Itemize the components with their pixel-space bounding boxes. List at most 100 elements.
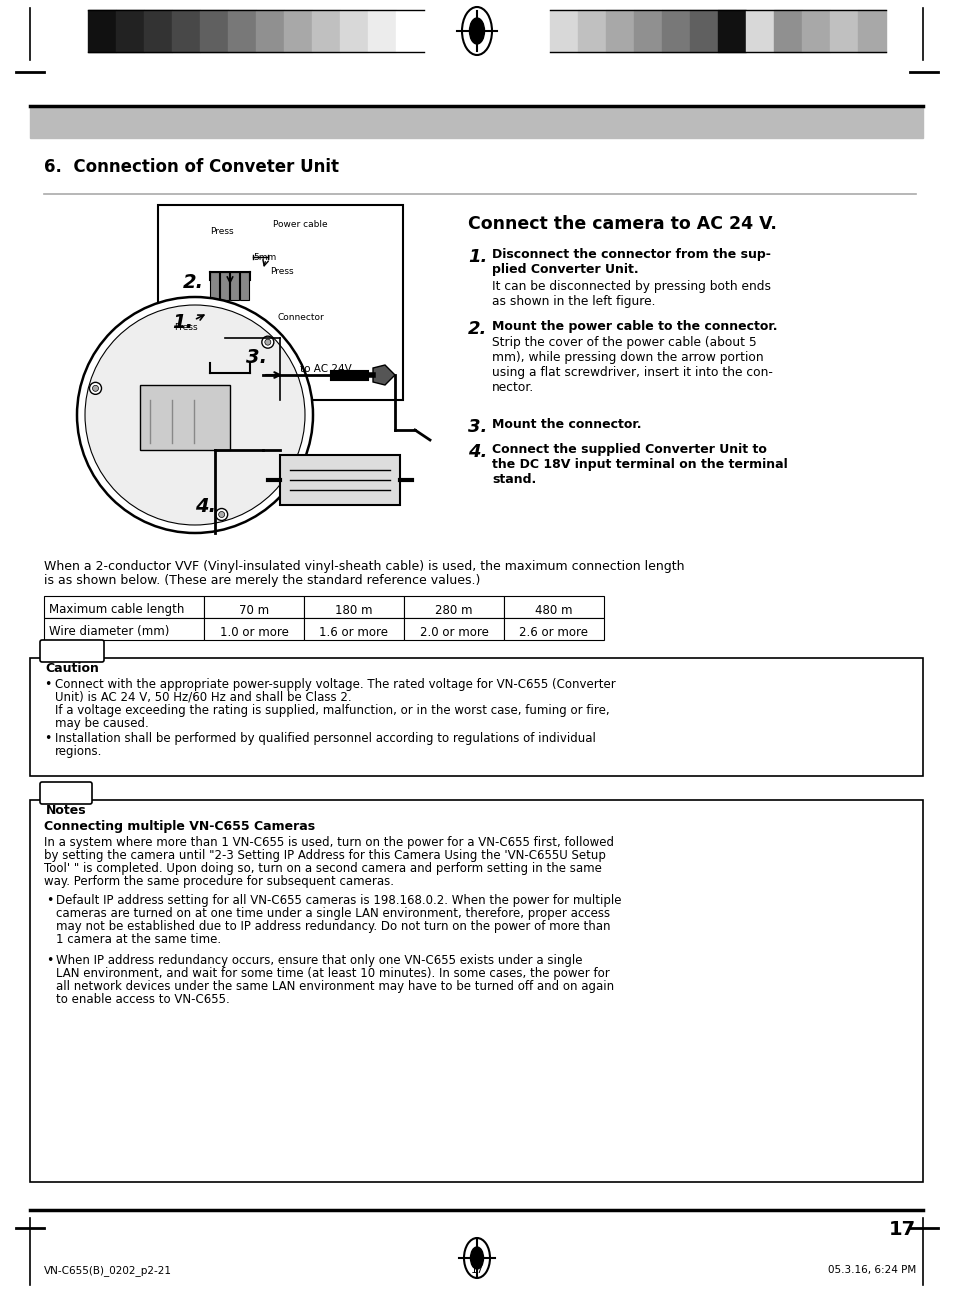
Text: all network devices under the same LAN environment may have to be turned off and: all network devices under the same LAN e… bbox=[56, 980, 614, 993]
Bar bbox=[403, 618, 503, 640]
Bar bbox=[210, 272, 219, 300]
Text: Mount the power cable to the connector.: Mount the power cable to the connector. bbox=[492, 320, 777, 333]
Bar bbox=[220, 272, 229, 300]
Text: 280 m: 280 m bbox=[435, 603, 473, 616]
Text: LAN environment, and wait for some time (at least 10 minutes). In some cases, th: LAN environment, and wait for some time … bbox=[56, 967, 609, 980]
Ellipse shape bbox=[470, 1247, 483, 1269]
Bar bbox=[200, 10, 228, 52]
Text: It can be disconnected by pressing both ends
as shown in the left figure.: It can be disconnected by pressing both … bbox=[492, 280, 770, 308]
Bar bbox=[158, 205, 402, 400]
Bar bbox=[503, 618, 603, 640]
Text: way. Perform the same procedure for subsequent cameras.: way. Perform the same procedure for subs… bbox=[44, 875, 394, 888]
Text: Tool' " is completed. Upon doing so, turn on a second camera and perform setting: Tool' " is completed. Upon doing so, tur… bbox=[44, 862, 601, 875]
Bar bbox=[230, 272, 239, 300]
Text: Connect the camera to AC 24 V.: Connect the camera to AC 24 V. bbox=[468, 215, 776, 233]
Text: 17: 17 bbox=[888, 1220, 915, 1239]
Text: In a system where more than 1 VN-C655 is used, turn on the power for a VN-C655 f: In a system where more than 1 VN-C655 is… bbox=[44, 837, 614, 850]
Bar bbox=[857, 10, 885, 52]
Text: •: • bbox=[46, 894, 53, 906]
Text: Press: Press bbox=[173, 322, 197, 332]
Bar bbox=[689, 10, 718, 52]
Bar bbox=[140, 385, 230, 449]
Circle shape bbox=[85, 306, 305, 524]
Bar bbox=[240, 272, 249, 300]
Text: Press: Press bbox=[210, 227, 233, 236]
Text: may be caused.: may be caused. bbox=[55, 717, 149, 730]
Text: Press: Press bbox=[270, 267, 294, 276]
Circle shape bbox=[90, 382, 101, 395]
Bar bbox=[801, 10, 829, 52]
Circle shape bbox=[261, 337, 274, 348]
Bar bbox=[550, 10, 578, 52]
Bar bbox=[368, 10, 395, 52]
Bar bbox=[605, 10, 634, 52]
Text: Strip the cover of the power cable (about 5
mm), while pressing down the arrow p: Strip the cover of the power cable (abou… bbox=[492, 335, 772, 394]
Text: 3.: 3. bbox=[468, 418, 487, 436]
Bar bbox=[634, 10, 661, 52]
Bar bbox=[240, 344, 249, 370]
Text: Connect with the appropriate power-supply voltage. The rated voltage for VN-C655: Connect with the appropriate power-suppl… bbox=[55, 679, 615, 692]
Text: Mount the connector.: Mount the connector. bbox=[492, 418, 640, 431]
Text: Notes: Notes bbox=[46, 804, 86, 817]
Bar bbox=[88, 10, 116, 52]
Text: When a 2-conductor VVF (Vinyl-insulated vinyl-sheath cable) is used, the maximum: When a 2-conductor VVF (Vinyl-insulated … bbox=[44, 559, 684, 572]
Bar bbox=[210, 344, 219, 370]
Text: 2.: 2. bbox=[183, 273, 204, 291]
Text: 6.  Connection of Conveter Unit: 6. Connection of Conveter Unit bbox=[44, 158, 338, 176]
Bar bbox=[829, 10, 857, 52]
Bar bbox=[280, 455, 399, 505]
Bar bbox=[661, 10, 689, 52]
Bar bbox=[773, 10, 801, 52]
Text: 1.6 or more: 1.6 or more bbox=[319, 625, 388, 638]
Text: 2.: 2. bbox=[468, 320, 487, 338]
Bar bbox=[204, 618, 304, 640]
Bar bbox=[30, 658, 923, 776]
Text: 05.3.16, 6:24 PM: 05.3.16, 6:24 PM bbox=[827, 1265, 915, 1276]
Text: 2.6 or more: 2.6 or more bbox=[519, 625, 588, 638]
Text: •: • bbox=[44, 732, 51, 745]
Text: Maximum cable length: Maximum cable length bbox=[49, 603, 184, 616]
Circle shape bbox=[77, 297, 313, 534]
Bar bbox=[30, 800, 923, 1182]
Circle shape bbox=[265, 339, 271, 346]
Bar bbox=[395, 10, 423, 52]
Circle shape bbox=[215, 509, 228, 521]
Bar bbox=[339, 10, 368, 52]
Text: Connect the supplied Converter Unit to
the DC 18V input terminal on the terminal: Connect the supplied Converter Unit to t… bbox=[492, 443, 787, 486]
Text: 5mm: 5mm bbox=[253, 253, 276, 262]
Text: When IP address redundancy occurs, ensure that only one VN-C655 exists under a s: When IP address redundancy occurs, ensur… bbox=[56, 954, 582, 967]
Text: 3.: 3. bbox=[246, 348, 267, 366]
Bar bbox=[718, 10, 745, 52]
Text: 4.: 4. bbox=[468, 443, 487, 461]
Text: 4.: 4. bbox=[194, 497, 215, 515]
Bar bbox=[30, 106, 923, 139]
Text: to AC 24V: to AC 24V bbox=[299, 364, 352, 374]
Bar bbox=[745, 10, 773, 52]
Text: Connecting multiple VN-C655 Cameras: Connecting multiple VN-C655 Cameras bbox=[44, 820, 314, 833]
Text: 2.0 or more: 2.0 or more bbox=[419, 625, 488, 638]
Bar bbox=[503, 596, 603, 618]
Bar bbox=[230, 344, 239, 370]
Text: 70 m: 70 m bbox=[238, 603, 269, 616]
Bar bbox=[284, 10, 312, 52]
Bar bbox=[255, 10, 284, 52]
Bar bbox=[220, 344, 229, 370]
Text: •: • bbox=[44, 679, 51, 692]
Text: If a voltage exceeding the rating is supplied, malfunction, or in the worst case: If a voltage exceeding the rating is sup… bbox=[55, 704, 609, 717]
Text: Caution: Caution bbox=[45, 663, 99, 676]
Text: Unit) is AC 24 V, 50 Hz/60 Hz and shall be Class 2.: Unit) is AC 24 V, 50 Hz/60 Hz and shall … bbox=[55, 692, 352, 704]
Text: Connector: Connector bbox=[277, 313, 324, 322]
Text: 1 camera at the same time.: 1 camera at the same time. bbox=[56, 932, 221, 947]
Circle shape bbox=[92, 386, 98, 391]
Text: may not be established due to IP address redundancy. Do not turn on the power of: may not be established due to IP address… bbox=[56, 919, 610, 932]
Bar bbox=[403, 596, 503, 618]
Text: Wire diameter (mm): Wire diameter (mm) bbox=[49, 625, 170, 638]
Bar bbox=[204, 596, 304, 618]
Text: 180 m: 180 m bbox=[335, 603, 373, 616]
Text: VN-C655(B)_0202_p2-21: VN-C655(B)_0202_p2-21 bbox=[44, 1265, 172, 1276]
Text: 1.: 1. bbox=[172, 313, 193, 332]
Text: 1.: 1. bbox=[468, 249, 487, 265]
Text: by setting the camera until "2-3 Setting IP Address for this Camera Using the 'V: by setting the camera until "2-3 Setting… bbox=[44, 850, 605, 862]
Polygon shape bbox=[373, 365, 395, 385]
Bar bbox=[304, 618, 403, 640]
